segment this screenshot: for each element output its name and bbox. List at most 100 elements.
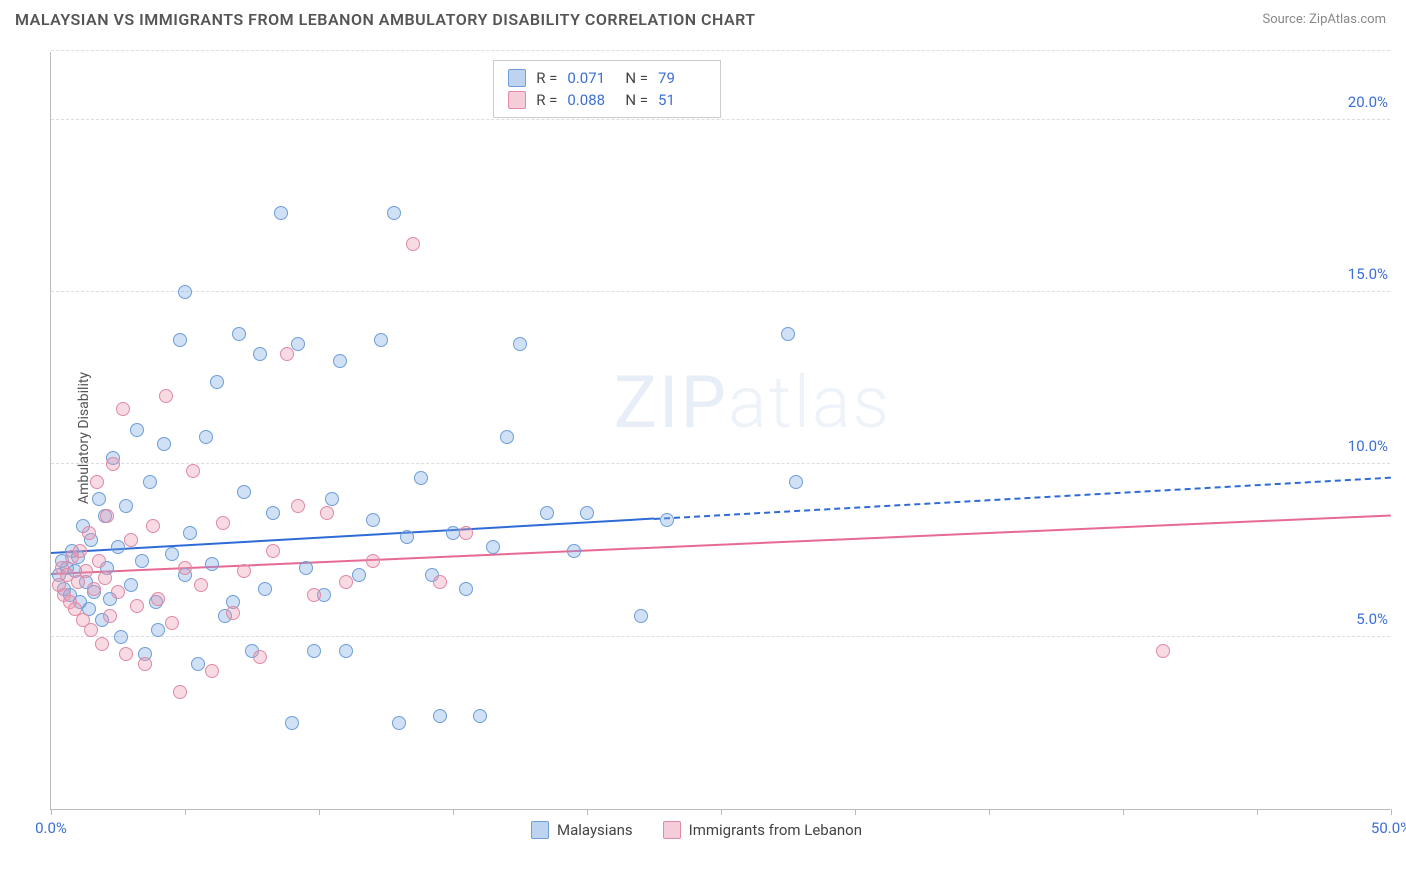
data-point bbox=[173, 685, 187, 699]
data-point bbox=[352, 568, 366, 582]
stat-n-label: N = bbox=[625, 69, 648, 87]
data-point bbox=[92, 554, 106, 568]
data-point bbox=[178, 285, 192, 299]
data-point bbox=[333, 354, 347, 368]
data-point bbox=[540, 506, 554, 520]
data-point bbox=[111, 585, 125, 599]
stat-r-label: R = bbox=[536, 91, 557, 109]
y-tick-label: 15.0% bbox=[1344, 265, 1392, 283]
data-point bbox=[186, 464, 200, 478]
data-point bbox=[130, 599, 144, 613]
data-point bbox=[307, 588, 321, 602]
data-point bbox=[400, 530, 414, 544]
data-point bbox=[178, 561, 192, 575]
x-tick bbox=[721, 809, 722, 815]
data-point bbox=[406, 237, 420, 251]
data-point bbox=[165, 616, 179, 630]
data-point bbox=[191, 657, 205, 671]
data-point bbox=[151, 623, 165, 637]
data-point bbox=[266, 506, 280, 520]
data-point bbox=[90, 475, 104, 489]
data-point bbox=[124, 533, 138, 547]
x-tick-label: 50.0% bbox=[1371, 819, 1406, 837]
stat-n-value: 51 bbox=[658, 91, 706, 109]
data-point bbox=[258, 582, 272, 596]
legend-swatch bbox=[508, 91, 526, 109]
x-tick bbox=[185, 809, 186, 815]
stats-legend-row: R =0.088N =51 bbox=[508, 89, 706, 111]
data-point bbox=[98, 571, 112, 585]
trend-line bbox=[654, 476, 1391, 519]
stats-legend-row: R =0.071N =79 bbox=[508, 67, 706, 89]
data-point bbox=[159, 389, 173, 403]
x-tick bbox=[453, 809, 454, 815]
data-point bbox=[781, 327, 795, 341]
data-point bbox=[84, 623, 98, 637]
series-legend: Malaysians Immigrants from Lebanon bbox=[531, 821, 862, 839]
data-point bbox=[433, 575, 447, 589]
stat-r-value: 0.071 bbox=[567, 69, 615, 87]
data-point bbox=[459, 526, 473, 540]
y-tick-label: 5.0% bbox=[1352, 610, 1392, 628]
data-point bbox=[183, 526, 197, 540]
legend-swatch bbox=[531, 821, 549, 839]
data-point bbox=[307, 644, 321, 658]
data-point bbox=[253, 347, 267, 361]
data-point bbox=[634, 609, 648, 623]
trend-line bbox=[51, 514, 1391, 575]
data-point bbox=[567, 544, 581, 558]
data-point bbox=[660, 513, 674, 527]
source-label: Source: ZipAtlas.com bbox=[1262, 12, 1386, 27]
data-point bbox=[205, 557, 219, 571]
stat-n-value: 79 bbox=[658, 69, 706, 87]
data-point bbox=[232, 327, 246, 341]
x-tick-label: 0.0% bbox=[35, 819, 67, 837]
data-point bbox=[285, 716, 299, 730]
data-point bbox=[111, 540, 125, 554]
legend-swatch bbox=[508, 69, 526, 87]
y-tick-label: 10.0% bbox=[1344, 437, 1392, 455]
gridline bbox=[51, 636, 1390, 637]
data-point bbox=[473, 709, 487, 723]
data-point bbox=[299, 561, 313, 575]
legend-item: Malaysians bbox=[531, 821, 633, 839]
data-point bbox=[79, 564, 93, 578]
data-point bbox=[320, 506, 334, 520]
stats-legend: R = 0.071 N = 79 R =0.088N =51 bbox=[493, 60, 721, 118]
data-point bbox=[513, 337, 527, 351]
data-point bbox=[106, 457, 120, 471]
data-point bbox=[387, 206, 401, 220]
data-point bbox=[339, 644, 353, 658]
data-point bbox=[253, 650, 267, 664]
data-point bbox=[433, 709, 447, 723]
x-tick bbox=[855, 809, 856, 815]
data-point bbox=[459, 582, 473, 596]
data-point bbox=[151, 592, 165, 606]
data-point bbox=[143, 475, 157, 489]
data-point bbox=[274, 206, 288, 220]
data-point bbox=[194, 578, 208, 592]
legend-item: Immigrants from Lebanon bbox=[663, 821, 862, 839]
data-point bbox=[339, 575, 353, 589]
data-point bbox=[291, 337, 305, 351]
data-point bbox=[237, 485, 251, 499]
x-tick bbox=[989, 809, 990, 815]
x-tick bbox=[1391, 809, 1392, 815]
data-point bbox=[1156, 644, 1170, 658]
data-point bbox=[116, 402, 130, 416]
x-tick bbox=[587, 809, 588, 815]
data-point bbox=[199, 430, 213, 444]
y-tick-label: 20.0% bbox=[1344, 93, 1392, 111]
data-point bbox=[138, 657, 152, 671]
legend-label: Immigrants from Lebanon bbox=[689, 821, 862, 839]
x-tick bbox=[51, 809, 52, 815]
data-point bbox=[124, 578, 138, 592]
data-point bbox=[135, 554, 149, 568]
data-point bbox=[486, 540, 500, 554]
gridline bbox=[51, 463, 1390, 464]
data-point bbox=[114, 630, 128, 644]
data-point bbox=[580, 506, 594, 520]
data-point bbox=[100, 509, 114, 523]
trend-line bbox=[51, 518, 654, 554]
data-point bbox=[226, 606, 240, 620]
